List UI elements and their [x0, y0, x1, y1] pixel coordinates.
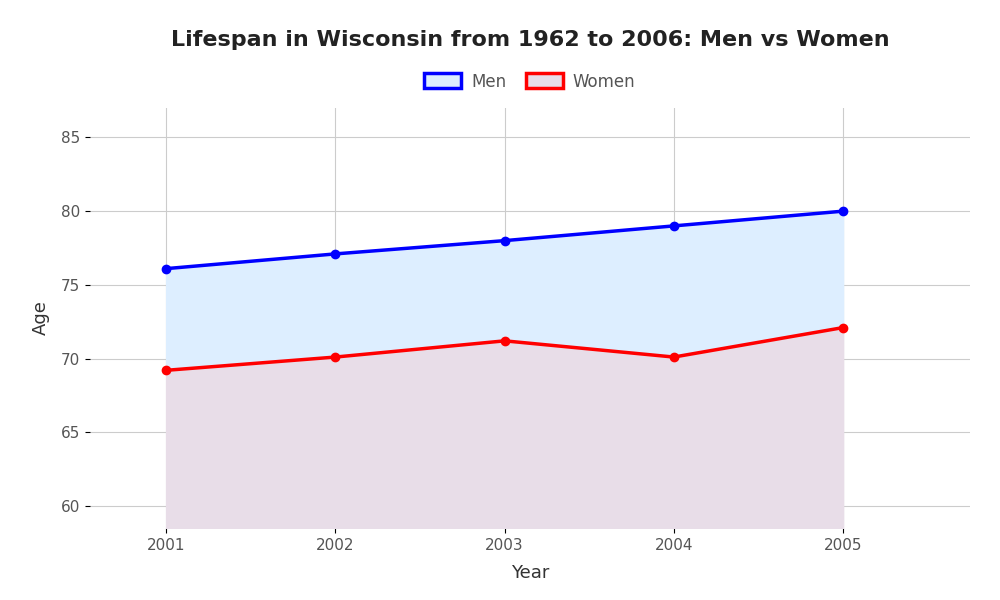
X-axis label: Year: Year — [511, 564, 549, 582]
Title: Lifespan in Wisconsin from 1962 to 2006: Men vs Women: Lifespan in Wisconsin from 1962 to 2006:… — [171, 29, 889, 49]
Y-axis label: Age: Age — [32, 301, 50, 335]
Legend: Men, Women: Men, Women — [418, 66, 642, 97]
